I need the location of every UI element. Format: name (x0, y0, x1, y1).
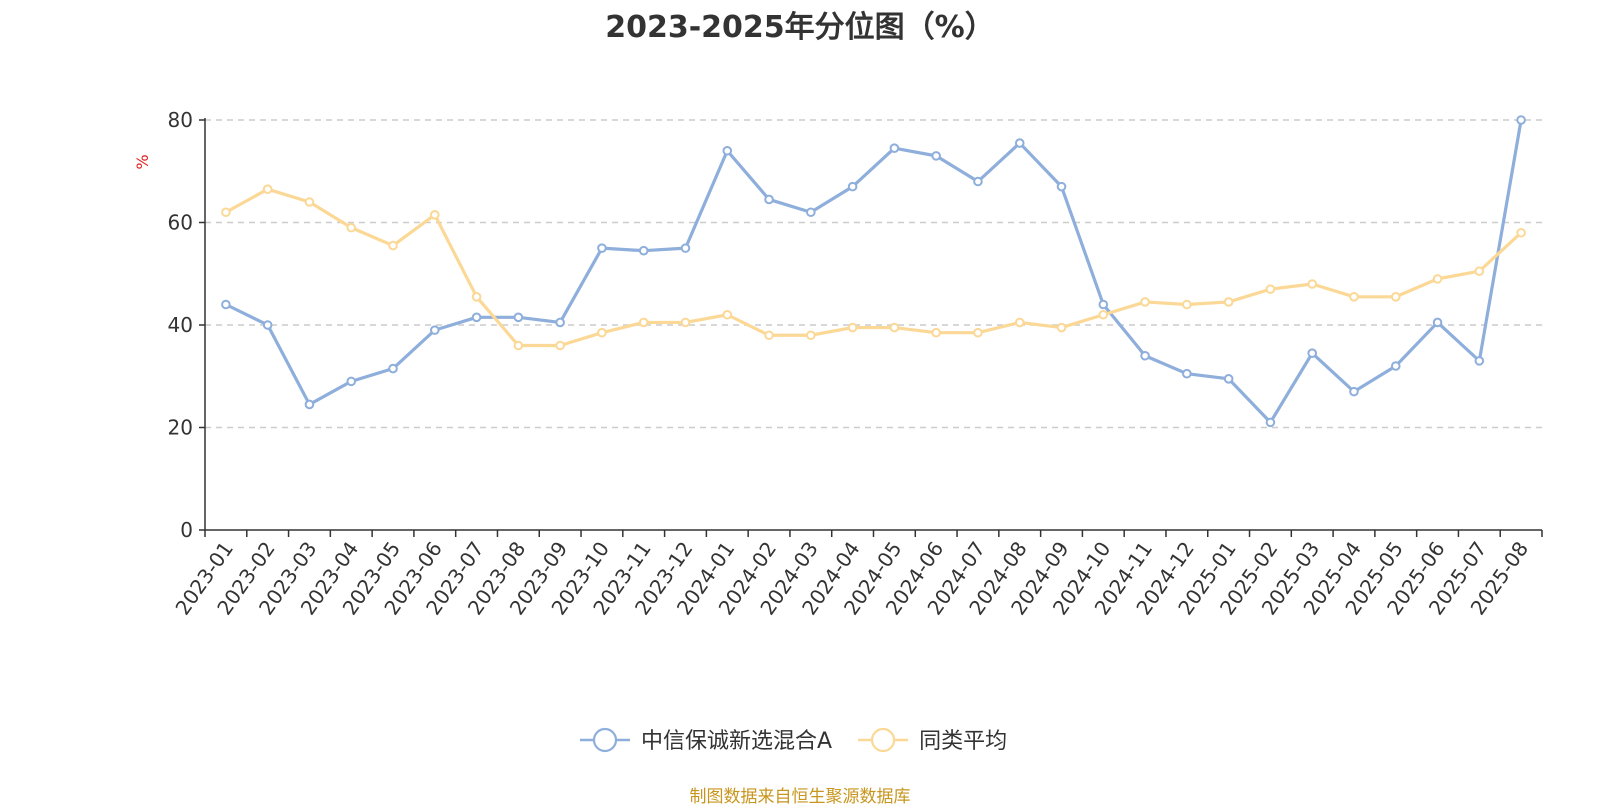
data-point (346, 222, 357, 233)
data-point (1182, 368, 1192, 379)
data-point (1307, 348, 1318, 358)
y-tick-label: 60 (168, 211, 193, 235)
data-point (388, 363, 398, 374)
axes (204, 118, 1542, 531)
data-point (1390, 292, 1401, 302)
data-point (1140, 350, 1150, 361)
data-point (722, 309, 733, 320)
data-point (680, 243, 691, 253)
data-point (597, 327, 607, 338)
y-tick-label: 0 (180, 518, 193, 542)
legend: 中信保诚新选混合A 同类平均 (580, 727, 1007, 754)
data-point (429, 210, 440, 220)
x-tick-labels: 2023-012023-022023-032023-042023-052023-… (170, 530, 1543, 619)
y-axis-label: % (133, 154, 152, 169)
data-point (304, 197, 315, 207)
data-point (1474, 356, 1485, 366)
data-point (1349, 386, 1359, 397)
data-point (1516, 227, 1526, 238)
data-point (471, 312, 482, 323)
data-point (555, 317, 565, 328)
data-point (1014, 138, 1025, 148)
data-point (388, 240, 398, 251)
data-point (973, 176, 983, 187)
data-point (1098, 309, 1109, 320)
data-point (513, 340, 524, 351)
data-point (1223, 297, 1234, 307)
data-point (1474, 266, 1485, 276)
data-point (889, 143, 900, 153)
data-point (931, 151, 941, 161)
series-line-2 (225, 187, 1523, 348)
data-point (806, 330, 816, 341)
legend-label[interactable]: 中信保诚新选混合A (641, 729, 832, 754)
data-point (973, 327, 983, 338)
y-tick-labels: 0 20 40 60 80 (168, 108, 205, 542)
data-point (638, 245, 649, 256)
data-point (1056, 322, 1067, 333)
data-point (1056, 181, 1067, 192)
legend-swatch-marker (870, 727, 896, 753)
data-point (931, 327, 941, 338)
legend-label[interactable]: 同类平均 (919, 729, 1007, 754)
data-point (304, 399, 315, 410)
data-point (764, 330, 774, 341)
data-point (1014, 317, 1025, 328)
data-point (346, 376, 357, 387)
data-point (1182, 299, 1192, 310)
series-line-1 (225, 119, 1523, 424)
series-lines (221, 115, 1526, 428)
data-point (1223, 374, 1234, 384)
data-point (1516, 115, 1526, 125)
data-point (1265, 284, 1276, 294)
y-tick-label: 20 (168, 416, 193, 440)
data-point (680, 317, 691, 328)
data-point (555, 340, 565, 351)
data-point (597, 243, 607, 253)
source-note: 制图数据来自恒生聚源数据库 (689, 787, 911, 807)
data-point (513, 312, 524, 323)
data-point (262, 184, 273, 194)
data-point (262, 320, 273, 330)
data-point (1307, 279, 1318, 289)
data-point (847, 322, 858, 333)
data-point (847, 181, 858, 192)
data-point (1140, 297, 1150, 307)
data-point (1432, 317, 1443, 328)
y-tick-label: 40 (168, 313, 193, 337)
data-point (889, 322, 900, 333)
data-point (221, 207, 231, 218)
data-point (806, 207, 816, 218)
data-point (1432, 274, 1443, 284)
chart-title: 2023-2025年分位图（%） (605, 10, 995, 45)
data-point (1349, 292, 1359, 302)
legend-swatch-marker (592, 727, 618, 753)
data-point (638, 317, 649, 328)
data-point (1390, 361, 1401, 371)
data-point (471, 292, 482, 302)
data-point (764, 194, 774, 205)
data-point (722, 145, 733, 156)
data-point (1265, 417, 1276, 428)
data-point (429, 325, 440, 335)
grid-lines (205, 119, 1542, 429)
y-tick-label: 80 (168, 108, 193, 132)
data-point (1098, 299, 1109, 310)
data-point (221, 299, 231, 310)
